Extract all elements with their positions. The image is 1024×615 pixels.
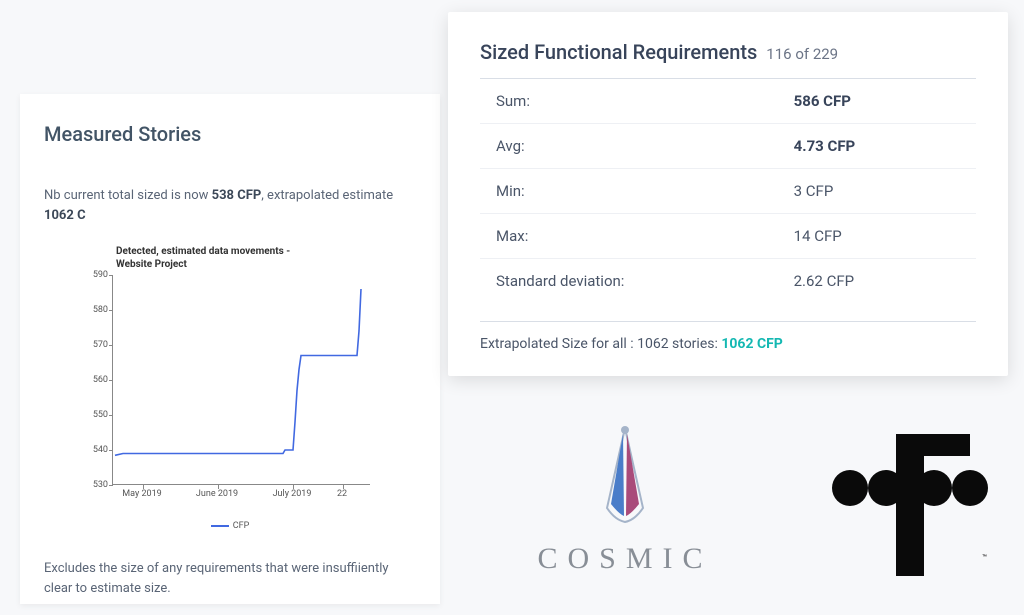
stats-table: Sum:586 CFPAvg:4.73 CFPMin:3 CFPMax:14 C… bbox=[480, 79, 976, 303]
sized-count-total: 229 bbox=[813, 45, 838, 63]
sized-requirements-card: Sized Functional Requirements 116 of 229… bbox=[448, 12, 1008, 376]
chart-line-svg bbox=[113, 275, 371, 485]
y-tick-label: 580 bbox=[93, 305, 108, 315]
summary-prefix: Nb current total sized is now bbox=[44, 188, 212, 203]
measured-stories-footnote: Excludes the size of any requirements th… bbox=[44, 559, 416, 598]
extrap-prefix: Extrapolated Size for all : 1062 stories… bbox=[480, 336, 721, 352]
measured-stories-title: Measured Stories bbox=[44, 122, 416, 146]
x-tick-label: July 2019 bbox=[273, 489, 312, 499]
y-tick-label: 540 bbox=[93, 445, 108, 455]
cosmic-logo: COSMIC bbox=[500, 420, 750, 576]
stats-label: Min: bbox=[480, 169, 778, 214]
x-tick-label: June 2019 bbox=[196, 489, 238, 499]
sized-count: 116 of 229 bbox=[766, 45, 838, 63]
stats-value: 14 CFP bbox=[778, 214, 976, 259]
sized-title-text: Sized Functional Requirements bbox=[480, 40, 757, 64]
f-logo: ™ bbox=[830, 430, 990, 584]
stats-value: 2.62 CFP bbox=[778, 259, 976, 304]
cosmic-icon bbox=[565, 420, 685, 530]
stats-value: 586 CFP bbox=[778, 79, 976, 124]
stats-label: Avg: bbox=[480, 124, 778, 169]
legend-swatch bbox=[211, 525, 229, 527]
stats-label: Standard deviation: bbox=[480, 259, 778, 304]
y-tick-label: 590 bbox=[93, 270, 108, 280]
f-logo-icon: ™ bbox=[830, 430, 990, 580]
trademark: ™ bbox=[982, 553, 987, 562]
stats-row: Min:3 CFP bbox=[480, 169, 976, 214]
chart-wrap: Detected, estimated data movements - Web… bbox=[80, 245, 380, 531]
chart-area: 530540550560570580590 May 2019June 2019J… bbox=[80, 275, 380, 501]
chart-title: Detected, estimated data movements - Web… bbox=[116, 245, 380, 271]
legend-label: CFP bbox=[233, 521, 250, 531]
chart-title-line1: Detected, estimated data movements - bbox=[116, 246, 290, 257]
measured-stories-summary: Nb current total sized is now 538 CFP, e… bbox=[44, 186, 416, 225]
chart-series-line bbox=[115, 289, 361, 455]
x-axis: May 2019 June 2019 July 2019 22 bbox=[112, 485, 370, 501]
stats-row: Standard deviation:2.62 CFP bbox=[480, 259, 976, 304]
summary-ext: 1062 C bbox=[44, 208, 86, 223]
extrap-value: 1062 CFP bbox=[721, 336, 782, 352]
chart-title-line2: Website Project bbox=[116, 259, 187, 270]
extrapolated-row: Extrapolated Size for all : 1062 stories… bbox=[480, 321, 976, 352]
y-tick-label: 560 bbox=[93, 375, 108, 385]
stats-label: Sum: bbox=[480, 79, 778, 124]
x-tick-label: 22 bbox=[337, 489, 347, 499]
summary-mid: , extrapolated estimate bbox=[261, 188, 393, 203]
y-axis: 530540550560570580590 bbox=[80, 275, 112, 485]
x-tick-label: May 2019 bbox=[122, 489, 161, 499]
measured-stories-card: Measured Stories Nb current total sized … bbox=[20, 94, 440, 604]
chart-plot bbox=[112, 275, 370, 485]
stats-row: Max:14 CFP bbox=[480, 214, 976, 259]
stats-label: Max: bbox=[480, 214, 778, 259]
summary-cfp: 538 CFP bbox=[212, 188, 262, 203]
stats-value: 4.73 CFP bbox=[778, 124, 976, 169]
y-tick-label: 570 bbox=[93, 340, 108, 350]
stats-value: 3 CFP bbox=[778, 169, 976, 214]
chart-legend: CFP bbox=[80, 521, 380, 531]
cosmic-text: COSMIC bbox=[500, 542, 750, 576]
sized-requirements-title: Sized Functional Requirements 116 of 229 bbox=[480, 40, 976, 79]
y-tick-label: 550 bbox=[93, 410, 108, 420]
y-tick-label: 530 bbox=[93, 480, 108, 490]
sized-count-current: 116 bbox=[766, 45, 791, 63]
stats-row: Sum:586 CFP bbox=[480, 79, 976, 124]
stats-row: Avg:4.73 CFP bbox=[480, 124, 976, 169]
